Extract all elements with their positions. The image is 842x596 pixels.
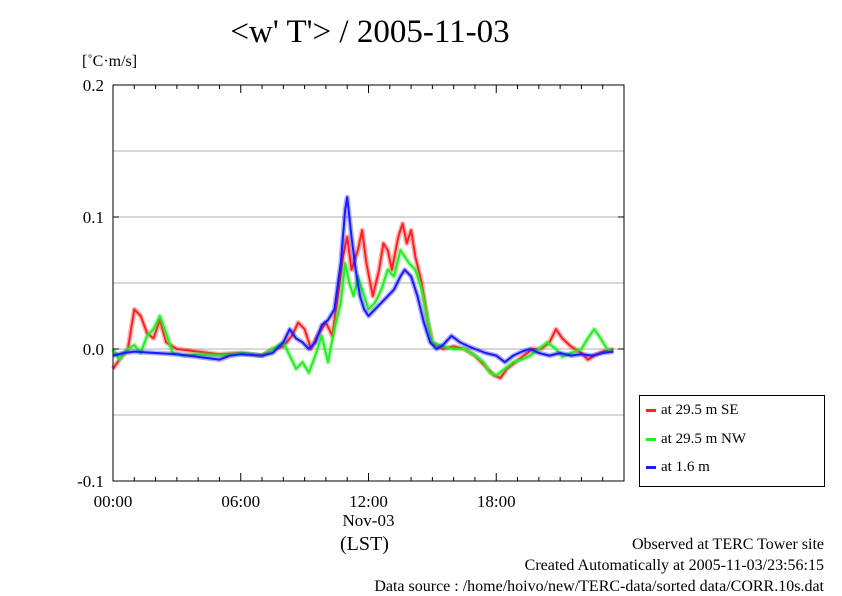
series-line-2 bbox=[112, 196, 614, 364]
chart-title: <w' T'> / 2005-11-03 bbox=[230, 14, 510, 50]
footer-created: Created Automatically at 2005-11-03/23:5… bbox=[524, 557, 824, 574]
legend-item-se: at 29.5 m SE bbox=[646, 402, 739, 419]
series-lines bbox=[110, 194, 615, 381]
x-tick-date-label: Nov-03 bbox=[343, 511, 395, 530]
y-axis-unit-label: [˚C·m/s] bbox=[82, 53, 138, 70]
axis-ticks bbox=[113, 84, 624, 482]
x-tick-label: 00:00 bbox=[94, 492, 133, 511]
footer-source: Data source : /home/hoivo/new/TERC-data/… bbox=[374, 578, 824, 595]
legend-item-nw: at 29.5 m NW bbox=[646, 431, 746, 448]
legend-item-1-6m: at 1.6 m bbox=[646, 459, 710, 476]
legend-label-nw: at 29.5 m NW bbox=[661, 431, 746, 447]
legend-swatch-nw bbox=[646, 438, 656, 442]
y-tick-label: -0.1 bbox=[77, 472, 104, 491]
footer-site: Observed at TERC Tower site bbox=[631, 536, 824, 553]
series-halo-2 bbox=[112, 194, 614, 365]
y-tick-label: 0.1 bbox=[83, 208, 104, 227]
x-tick-label: 18:00 bbox=[477, 492, 516, 511]
x-tick-label: 06:00 bbox=[221, 492, 260, 511]
legend-label-se: at 29.5 m SE bbox=[661, 402, 739, 418]
legend-swatch-1-6m bbox=[646, 466, 656, 470]
y-tick-label: 0.2 bbox=[83, 76, 104, 95]
series-line-1 bbox=[112, 249, 614, 377]
axis-tick-labels: -0.1 0.0 0.1 0.2 00:00 06:00 12:00 18:00 Nov-03 bbox=[77, 76, 516, 530]
series-line-0 bbox=[112, 222, 614, 379]
legend-label-1-6m: at 1.6 m bbox=[661, 459, 710, 475]
y-tick-label: 0.0 bbox=[83, 340, 104, 359]
x-axis-label: (LST) bbox=[340, 533, 389, 555]
legend-swatch-se bbox=[646, 409, 656, 413]
x-tick-label: 12:00 bbox=[349, 492, 388, 511]
legend: at 29.5 m SE at 29.5 m NW at 1.6 m bbox=[639, 395, 825, 487]
